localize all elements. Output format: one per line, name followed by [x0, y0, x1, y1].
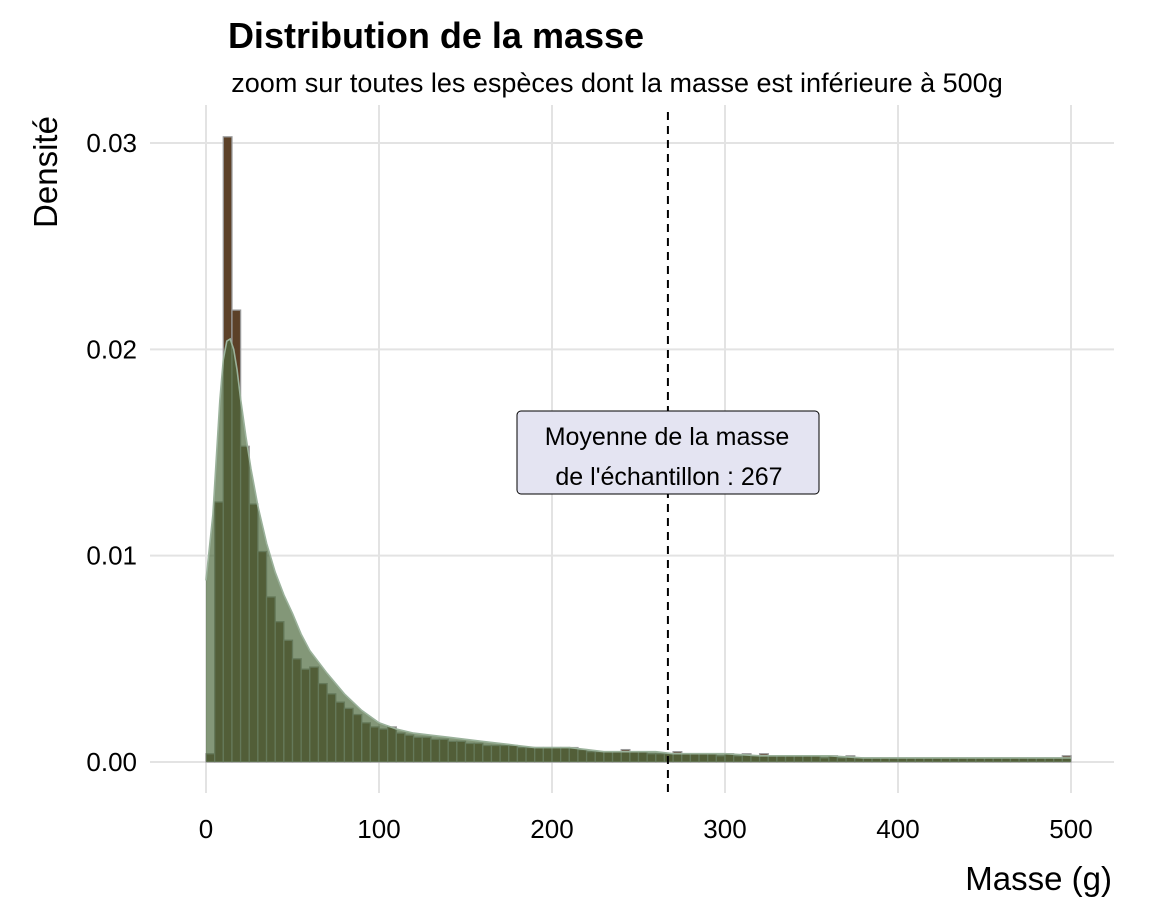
density-curve-layer	[205, 337, 1071, 762]
x-tick-label: 200	[530, 814, 573, 844]
y-axis-ticks: 0.00 0.01 0.02 0.03	[86, 128, 137, 777]
x-tick-label: 0	[199, 814, 213, 844]
density-area	[206, 339, 1071, 762]
x-axis-ticks: 0 100 200 300 400 500	[199, 814, 1093, 844]
mean-annotation: Moyenne de la masse de l'échantillon : 2…	[516, 410, 820, 495]
y-tick-label: 0.00	[86, 747, 137, 777]
x-tick-label: 500	[1049, 814, 1092, 844]
annotation-line-1: Moyenne de la masse	[545, 423, 790, 451]
annotation-box	[516, 410, 820, 495]
annotation-line-2: de l'échantillon : 267	[555, 463, 782, 491]
x-tick-label: 100	[357, 814, 400, 844]
y-axis-title: Densité	[27, 116, 64, 228]
y-tick-label: 0.03	[86, 128, 137, 158]
x-tick-label: 400	[876, 814, 919, 844]
y-tick-label: 0.02	[86, 334, 137, 364]
y-tick-label: 0.01	[86, 541, 137, 571]
x-tick-label: 300	[703, 814, 746, 844]
x-axis-title: Masse (g)	[965, 860, 1112, 897]
chart-subtitle: zoom sur toutes les espèces dont la mass…	[231, 68, 1002, 98]
chart-title: Distribution de la masse	[228, 15, 644, 56]
density-line	[205, 337, 1071, 759]
